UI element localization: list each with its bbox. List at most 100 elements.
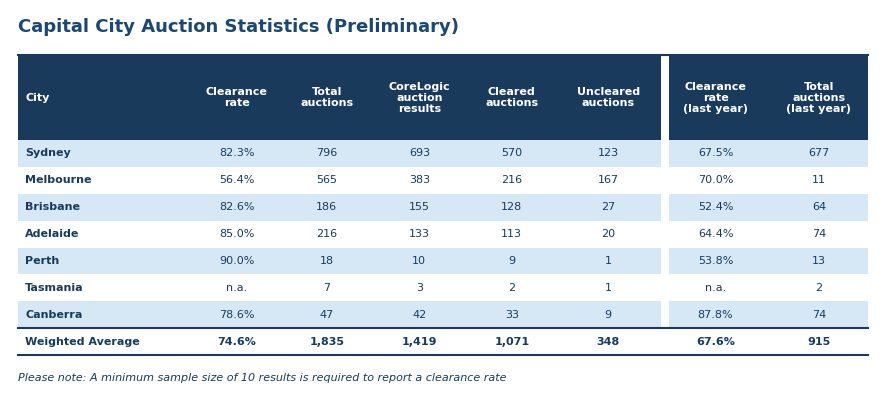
Bar xyxy=(661,275,868,301)
Text: 11: 11 xyxy=(811,175,826,185)
Text: 155: 155 xyxy=(409,202,430,212)
Text: 677: 677 xyxy=(808,148,829,158)
Text: Perth: Perth xyxy=(25,256,59,266)
Text: 90.0%: 90.0% xyxy=(219,256,254,266)
Text: 186: 186 xyxy=(316,202,337,212)
Text: 10: 10 xyxy=(412,256,426,266)
Text: 67.5%: 67.5% xyxy=(698,148,733,158)
Text: 2: 2 xyxy=(815,283,822,293)
Text: 82.3%: 82.3% xyxy=(219,148,254,158)
Bar xyxy=(661,140,868,167)
Bar xyxy=(661,167,868,194)
Bar xyxy=(18,301,661,328)
Text: Tasmania: Tasmania xyxy=(25,283,84,293)
Text: 87.8%: 87.8% xyxy=(698,309,734,320)
Text: 570: 570 xyxy=(502,148,523,158)
Bar xyxy=(18,221,661,247)
Bar xyxy=(18,275,661,301)
Bar xyxy=(661,55,669,355)
Text: 52.4%: 52.4% xyxy=(698,202,733,212)
Bar xyxy=(18,247,661,275)
Text: Sydney: Sydney xyxy=(25,148,71,158)
Text: City: City xyxy=(25,92,49,102)
Text: n.a.: n.a. xyxy=(226,283,247,293)
Text: auctions: auctions xyxy=(792,92,845,102)
Text: 53.8%: 53.8% xyxy=(698,256,733,266)
Bar xyxy=(18,194,661,221)
Text: 1: 1 xyxy=(605,256,612,266)
Text: 1,835: 1,835 xyxy=(309,337,344,346)
Text: Clearance: Clearance xyxy=(206,87,268,97)
Text: 123: 123 xyxy=(598,148,619,158)
Text: 113: 113 xyxy=(502,229,522,239)
Text: 383: 383 xyxy=(409,175,430,185)
Text: 27: 27 xyxy=(601,202,615,212)
Bar xyxy=(18,55,661,140)
Text: 67.6%: 67.6% xyxy=(696,337,735,346)
Text: 2: 2 xyxy=(509,283,516,293)
Text: 47: 47 xyxy=(320,309,334,320)
Bar xyxy=(661,55,868,140)
Text: 796: 796 xyxy=(316,148,337,158)
Text: 1: 1 xyxy=(605,283,612,293)
Text: 74: 74 xyxy=(811,309,826,320)
Text: 128: 128 xyxy=(502,202,523,212)
Text: 70.0%: 70.0% xyxy=(698,175,733,185)
Text: 1,071: 1,071 xyxy=(494,337,529,346)
Bar xyxy=(18,140,661,167)
Text: rate: rate xyxy=(224,98,250,108)
Text: 565: 565 xyxy=(316,175,337,185)
Text: 1,419: 1,419 xyxy=(402,337,437,346)
Bar xyxy=(661,328,868,355)
Text: 64.4%: 64.4% xyxy=(698,229,733,239)
Text: 74.6%: 74.6% xyxy=(217,337,256,346)
Text: rate: rate xyxy=(703,92,728,102)
Text: auctions: auctions xyxy=(486,98,539,108)
Text: Adelaide: Adelaide xyxy=(25,229,79,239)
Bar xyxy=(661,194,868,221)
Text: Brisbane: Brisbane xyxy=(25,202,80,212)
Text: 216: 216 xyxy=(502,175,523,185)
Text: 167: 167 xyxy=(598,175,619,185)
Text: Melbourne: Melbourne xyxy=(25,175,92,185)
Bar xyxy=(18,167,661,194)
Text: n.a.: n.a. xyxy=(705,283,726,293)
Text: results: results xyxy=(397,104,441,113)
Bar xyxy=(661,221,868,247)
Bar xyxy=(661,301,868,328)
Text: 64: 64 xyxy=(811,202,826,212)
Text: Cleared: Cleared xyxy=(488,87,536,97)
Text: 9: 9 xyxy=(509,256,516,266)
Text: 33: 33 xyxy=(505,309,519,320)
Text: auctions: auctions xyxy=(300,98,353,108)
Text: CoreLogic: CoreLogic xyxy=(389,81,450,92)
Text: Clearance: Clearance xyxy=(684,81,746,92)
Text: (last year): (last year) xyxy=(787,104,851,113)
Text: 348: 348 xyxy=(597,337,620,346)
Bar xyxy=(661,247,868,275)
Text: 133: 133 xyxy=(409,229,430,239)
Text: 18: 18 xyxy=(320,256,334,266)
Text: Weighted Average: Weighted Average xyxy=(25,337,140,346)
Text: Uncleared: Uncleared xyxy=(577,87,640,97)
Text: auction: auction xyxy=(396,92,442,102)
Text: 42: 42 xyxy=(412,309,426,320)
Text: 216: 216 xyxy=(316,229,337,239)
Text: Total: Total xyxy=(804,81,834,92)
Text: 13: 13 xyxy=(811,256,826,266)
Text: auctions: auctions xyxy=(582,98,635,108)
Text: 78.6%: 78.6% xyxy=(219,309,254,320)
Text: 74: 74 xyxy=(811,229,826,239)
Text: 915: 915 xyxy=(807,337,830,346)
Text: 82.6%: 82.6% xyxy=(219,202,254,212)
Text: Please note: A minimum sample size of 10 results is required to report a clearan: Please note: A minimum sample size of 10… xyxy=(18,373,507,383)
Text: 20: 20 xyxy=(601,229,615,239)
Text: Total: Total xyxy=(312,87,342,97)
Text: 3: 3 xyxy=(416,283,423,293)
Text: Capital City Auction Statistics (Preliminary): Capital City Auction Statistics (Prelimi… xyxy=(18,18,459,36)
Text: 693: 693 xyxy=(409,148,430,158)
Text: Canberra: Canberra xyxy=(25,309,82,320)
Bar xyxy=(18,328,661,355)
Text: 56.4%: 56.4% xyxy=(219,175,254,185)
Text: 7: 7 xyxy=(323,283,330,293)
